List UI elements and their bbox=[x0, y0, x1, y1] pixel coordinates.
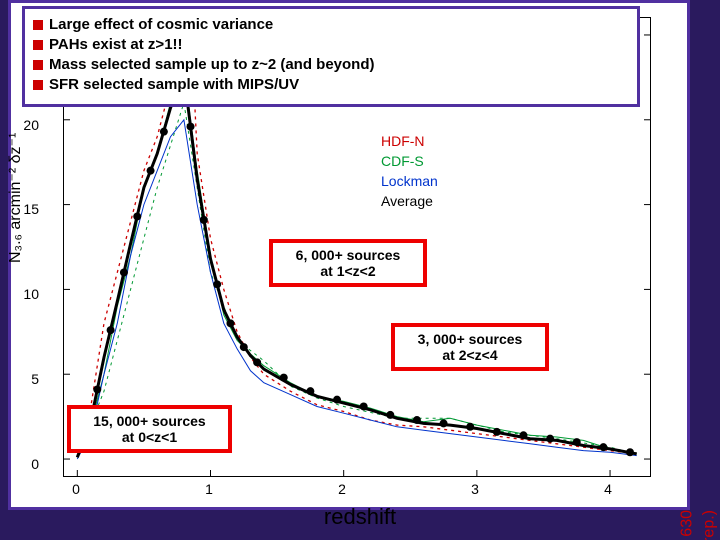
bullet-icon bbox=[33, 20, 43, 30]
annotation-3k: 3, 000+ sources at 2<z<4 bbox=[391, 323, 549, 371]
bullet-icon bbox=[33, 40, 43, 50]
citation-2007: Pérez-González, et al., 2007, Ap.J (in p… bbox=[700, 510, 718, 540]
legend-cdfs: CDF-S bbox=[381, 153, 424, 169]
y-tick-20: 20 bbox=[11, 117, 39, 133]
callout-mass-selected: Mass selected sample up to z~2 (and beyo… bbox=[33, 56, 629, 73]
callout-text-2: Mass selected sample up to z~2 (and beyo… bbox=[49, 56, 375, 73]
callout-text-1: PAHs exist at z>1!! bbox=[49, 36, 183, 53]
annotation-3k-line1: 3, 000+ sources bbox=[418, 331, 523, 347]
callout-pahs: PAHs exist at z>1!! bbox=[33, 36, 629, 53]
legend-lockman: Lockman bbox=[381, 173, 438, 189]
x-tick-2: 2 bbox=[330, 481, 354, 497]
callout-panel: Large effect of cosmic variance PAHs exi… bbox=[22, 6, 640, 107]
legend-average: Average bbox=[381, 193, 433, 209]
bullet-icon bbox=[33, 60, 43, 70]
citation-2005: Pérez-González, et al., 2005, Ap.J, 630 bbox=[678, 510, 696, 540]
legend-hdfn: HDF-N bbox=[381, 133, 425, 149]
x-tick-3: 3 bbox=[463, 481, 487, 497]
x-tick-4: 4 bbox=[596, 481, 620, 497]
x-tick-0: 0 bbox=[64, 481, 88, 497]
annotation-15k-line1: 15, 000+ sources bbox=[93, 413, 205, 429]
annotation-15k-line2: at 0<z<1 bbox=[122, 429, 177, 445]
callout-sfr-selected: SFR selected sample with MIPS/UV bbox=[33, 76, 629, 93]
y-tick-10: 10 bbox=[11, 286, 39, 302]
y-tick-5: 5 bbox=[11, 371, 39, 387]
x-axis-title: redshift bbox=[0, 504, 720, 530]
callout-text-3: SFR selected sample with MIPS/UV bbox=[49, 76, 299, 93]
callout-text-0: Large effect of cosmic variance bbox=[49, 16, 273, 33]
annotation-3k-line2: at 2<z<4 bbox=[442, 347, 497, 363]
annotation-6k-line2: at 1<z<2 bbox=[320, 263, 375, 279]
y-tick-0: 0 bbox=[11, 456, 39, 472]
callout-cosmic-variance: Large effect of cosmic variance bbox=[33, 16, 629, 33]
annotation-15k: 15, 000+ sources at 0<z<1 bbox=[67, 405, 232, 453]
x-tick-1: 1 bbox=[197, 481, 221, 497]
annotation-6k-line1: 6, 000+ sources bbox=[296, 247, 401, 263]
annotation-6k: 6, 000+ sources at 1<z<2 bbox=[269, 239, 427, 287]
y-axis-title: N₃.₆ arcmin⁻² δz⁻¹ bbox=[5, 133, 25, 263]
bullet-icon bbox=[33, 80, 43, 90]
